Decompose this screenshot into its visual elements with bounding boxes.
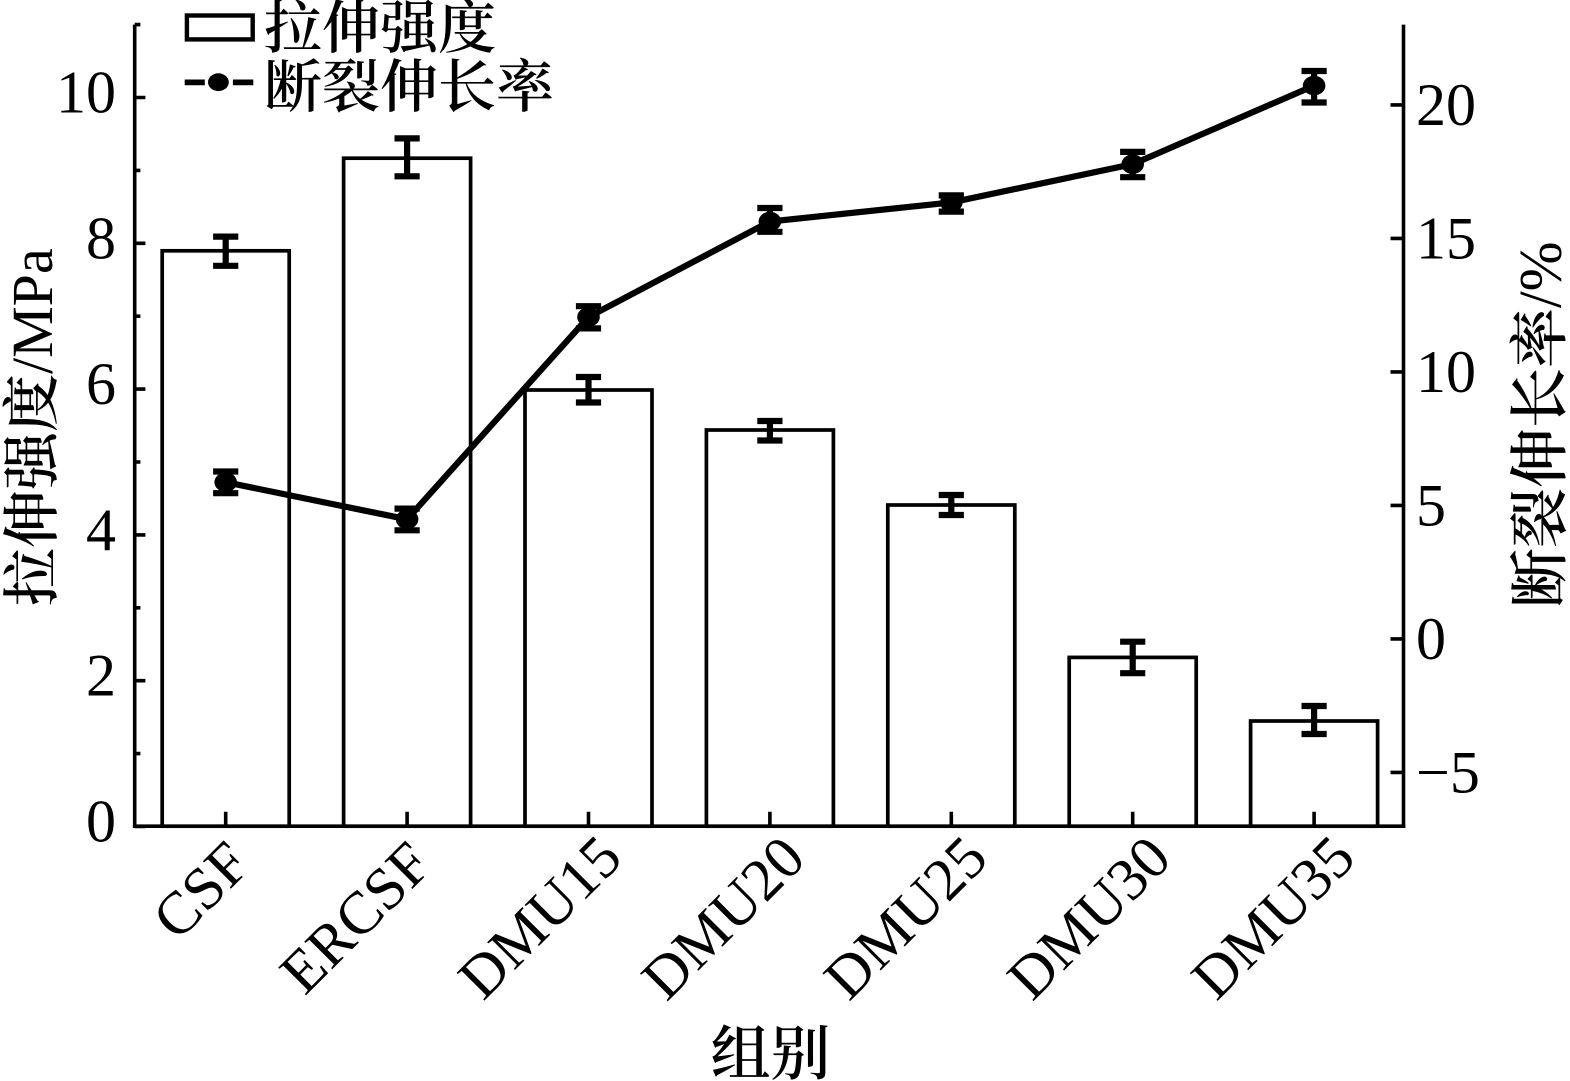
svg-text:6: 6 (86, 351, 116, 417)
svg-text:20: 20 (1416, 72, 1476, 138)
svg-text:/MPa: /MPa (0, 248, 65, 374)
svg-text:5: 5 (1416, 472, 1446, 538)
svg-text:0: 0 (1416, 606, 1446, 672)
svg-text:10: 10 (1416, 339, 1476, 405)
svg-text:2: 2 (86, 643, 116, 709)
svg-text:8: 8 (86, 205, 116, 271)
svg-text:−5: −5 (1416, 739, 1480, 805)
svg-text:/%: /% (1508, 241, 1570, 308)
svg-text:4: 4 (86, 497, 116, 563)
svg-text:15: 15 (1416, 205, 1476, 271)
svg-text:0: 0 (86, 789, 116, 855)
svg-text:10: 10 (56, 60, 116, 126)
